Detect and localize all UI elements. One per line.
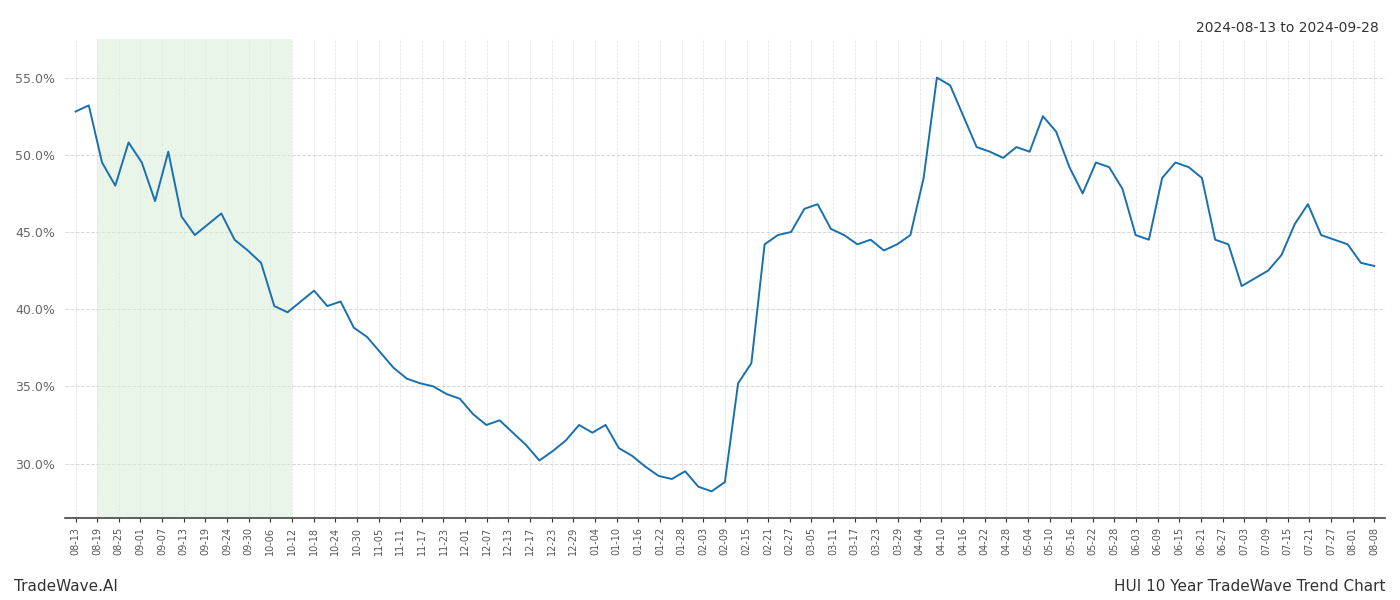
Text: TradeWave.AI: TradeWave.AI — [14, 579, 118, 594]
Text: HUI 10 Year TradeWave Trend Chart: HUI 10 Year TradeWave Trend Chart — [1114, 579, 1386, 594]
Text: 2024-08-13 to 2024-09-28: 2024-08-13 to 2024-09-28 — [1196, 21, 1379, 35]
Bar — [97, 39, 293, 518]
